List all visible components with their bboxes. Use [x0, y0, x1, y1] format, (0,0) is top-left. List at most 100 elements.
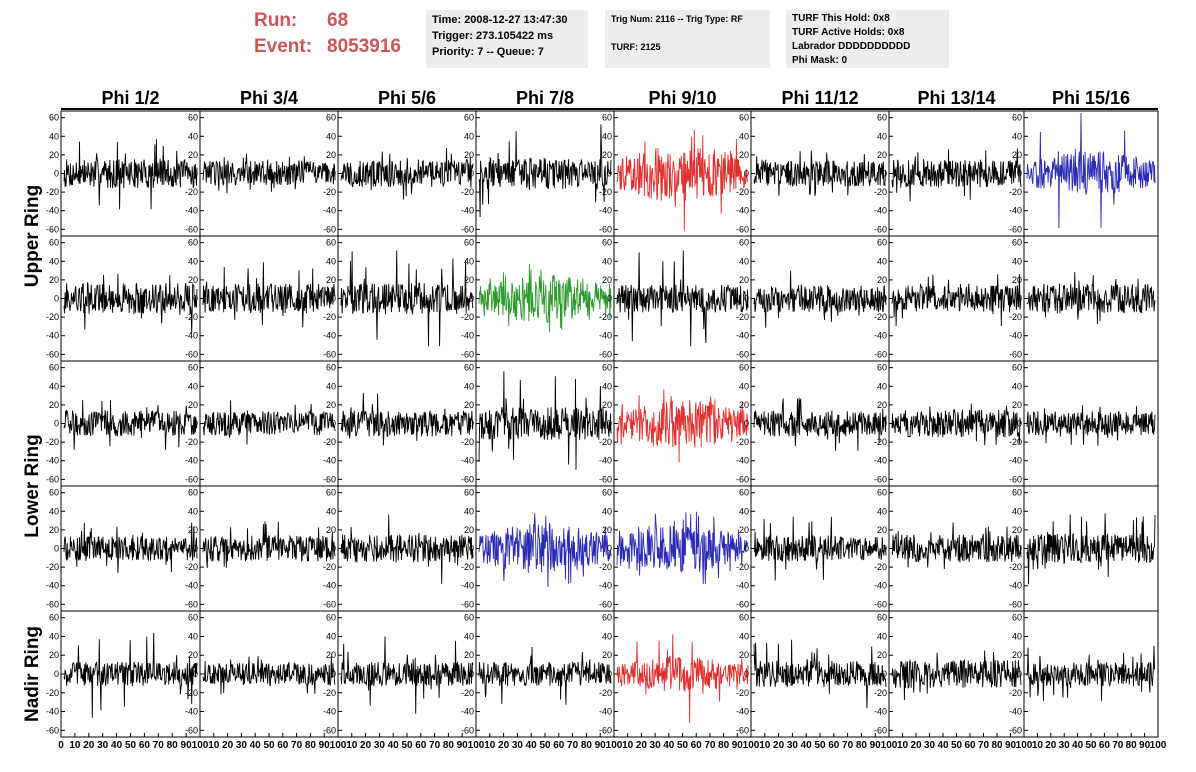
y-tick-label: 40 — [602, 381, 612, 391]
x-tick-label: 10 — [346, 740, 358, 751]
x-tick-label: 70 — [153, 740, 165, 751]
y-tick-label: 20 — [602, 650, 612, 660]
y-tick-label: -40 — [46, 456, 59, 466]
y-tick-label: -60 — [323, 349, 336, 359]
waveform-trace — [340, 250, 474, 347]
waveform-panel: 60 40 20 0 -20 -40 -60 — [1009, 485, 1159, 612]
y-tick-label: 20 — [877, 525, 887, 535]
y-tick-label: 60 — [49, 238, 59, 248]
event-value: 8053916 — [327, 36, 401, 57]
waveform-trace — [340, 514, 474, 585]
y-tick-label: 60 — [326, 363, 336, 373]
x-tick-label: 30 — [924, 740, 936, 751]
y-tick-label: -40 — [599, 581, 612, 591]
y-tick-label: 20 — [49, 150, 59, 160]
y-tick-label: 20 — [739, 150, 749, 160]
y-tick-label: 0 — [607, 294, 612, 304]
y-tick-label: -40 — [46, 206, 59, 216]
waveform-panel: 60 40 20 0 -20 -40 -60 — [736, 360, 890, 487]
x-tick-label: 90 — [595, 740, 607, 751]
y-tick-label: 0 — [744, 294, 749, 304]
y-tick-label: 0 — [1017, 669, 1022, 679]
y-tick-label: 20 — [188, 275, 198, 285]
x-tick-label: 60 — [415, 740, 427, 751]
y-tick-label: 60 — [877, 113, 887, 123]
y-tick-label: -20 — [461, 312, 474, 322]
x-tick-label: 60 — [553, 740, 565, 751]
waveform-panel: 60 40 20 0 -20 -40 -60 — [1009, 110, 1159, 237]
x-tick-label: 90 — [457, 740, 469, 751]
y-tick-label: 20 — [464, 150, 474, 160]
x-tick-label: 80 — [305, 740, 317, 751]
x-tick-label: 40 — [663, 740, 675, 751]
y-tick-label: 40 — [739, 131, 749, 141]
column-title: Phi 1/2 — [101, 88, 159, 108]
x-tick-label: 20 — [1045, 740, 1057, 751]
y-tick-label: 40 — [188, 131, 198, 141]
waveform-trace — [63, 632, 198, 718]
waveform-panel: 60 40 20 0 -20 -40 -60 — [599, 235, 752, 362]
y-tick-label: 0 — [469, 294, 474, 304]
y-tick-label: 40 — [188, 381, 198, 391]
waveform-panel: 60 40 20 0 -20 -40 -60 — [1009, 610, 1159, 738]
waveform-trace — [1026, 513, 1156, 585]
y-tick-label: -60 — [736, 599, 749, 609]
waveform-trace — [616, 129, 749, 231]
turf-info-box: TURF This Hold: 0x8 TURF Active Holds: 0… — [786, 10, 949, 68]
waveform-trace — [753, 516, 887, 581]
x-tick-label: 100 — [606, 740, 623, 751]
y-tick-label: -60 — [1009, 725, 1022, 735]
y-tick-label: -20 — [1009, 688, 1022, 698]
waveform-panel: 60 40 20 0 -20 -40 -60 — [461, 110, 615, 237]
x-tick-label: 90 — [1005, 740, 1017, 751]
row-label: Upper Ring — [22, 185, 43, 287]
x-tick-label: 60 — [691, 740, 703, 751]
y-tick-label: 60 — [188, 488, 198, 498]
column-title: Phi 13/14 — [917, 88, 995, 108]
y-tick-label: 40 — [877, 381, 887, 391]
y-tick-label: 40 — [464, 506, 474, 516]
waveform-panel: 60 40 20 0 -20 -40 -60 — [736, 610, 890, 738]
x-tick-label: 70 — [978, 740, 990, 751]
x-tick-label: 0 — [58, 740, 64, 751]
y-tick-label: 0 — [469, 169, 474, 179]
y-tick-label: -40 — [599, 206, 612, 216]
x-tick-label: 10 — [1032, 740, 1044, 751]
waveform-trace — [753, 639, 887, 709]
waveform-panel: 60 40 20 0 -20 -40 -60 — [1009, 235, 1159, 362]
y-tick-label: -20 — [599, 312, 612, 322]
turf-active-holds-text: TURF Active Holds: 0x8 — [792, 27, 905, 38]
labrador-text: Labrador DDDDDDDDDD — [792, 41, 911, 52]
x-tick-label: 100 — [881, 740, 898, 751]
waveform-trace — [202, 153, 336, 194]
y-tick-label: 60 — [464, 613, 474, 623]
y-tick-label: -60 — [599, 474, 612, 484]
column-title: Phi 11/12 — [781, 88, 858, 108]
y-tick-label: 20 — [1012, 400, 1022, 410]
y-tick-label: -60 — [323, 599, 336, 609]
x-tick-label: 10 — [759, 740, 771, 751]
y-tick-label: 0 — [882, 169, 887, 179]
y-tick-label: -40 — [323, 206, 336, 216]
y-tick-label: 40 — [464, 256, 474, 266]
y-tick-label: -20 — [185, 688, 198, 698]
y-tick-label: -60 — [1009, 474, 1022, 484]
y-tick-label: 60 — [602, 113, 612, 123]
waveform-trace — [616, 511, 749, 584]
x-tick-label: 10 — [484, 740, 496, 751]
y-tick-label: 0 — [1017, 544, 1022, 554]
y-tick-label: -20 — [461, 437, 474, 447]
waveform-trace — [340, 636, 474, 714]
waveform-trace — [202, 262, 336, 328]
x-tick-label: 90 — [870, 740, 882, 751]
x-tick-label: 70 — [429, 740, 441, 751]
x-tick-label: 20 — [636, 740, 648, 751]
x-tick-label: 60 — [964, 740, 976, 751]
waveform-trace — [891, 148, 1022, 202]
y-tick-label: -40 — [1009, 331, 1022, 341]
y-tick-label: -40 — [874, 707, 887, 717]
y-tick-label: -20 — [736, 312, 749, 322]
y-tick-label: -40 — [461, 206, 474, 216]
y-tick-label: 0 — [193, 669, 198, 679]
y-tick-label: -60 — [599, 599, 612, 609]
